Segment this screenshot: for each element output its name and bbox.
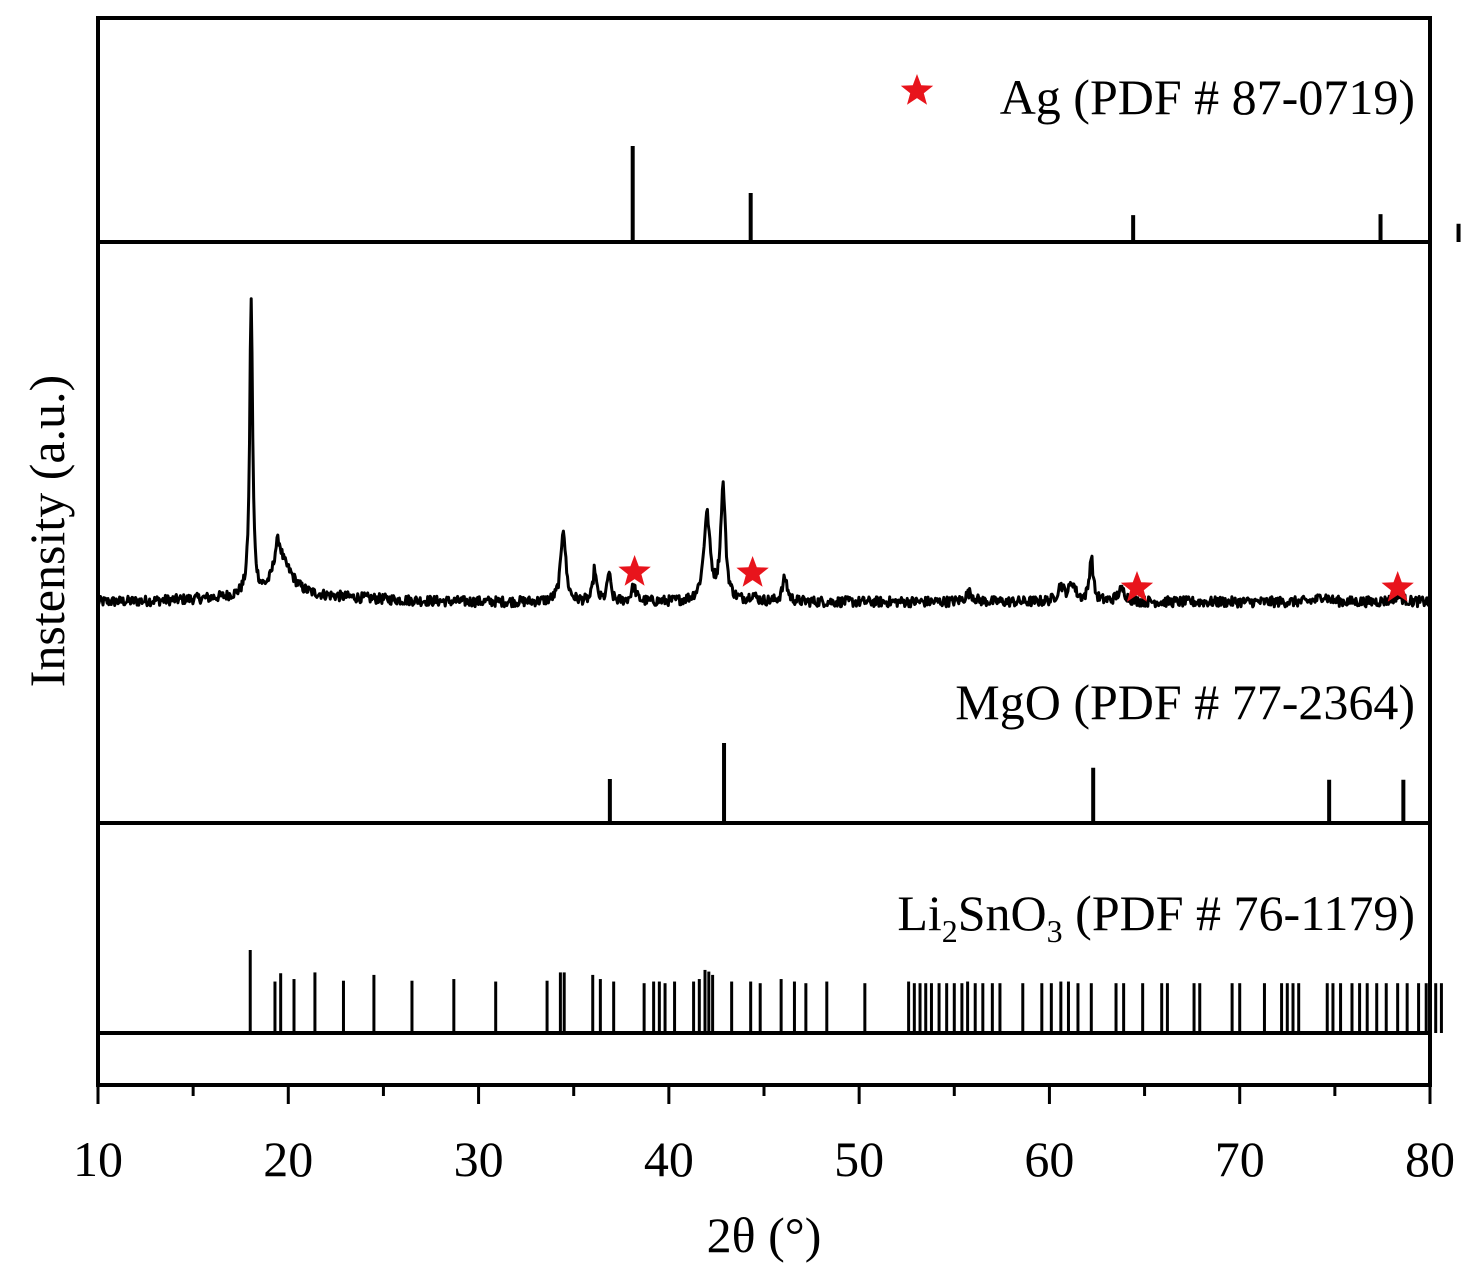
red-star-icon bbox=[1381, 571, 1414, 602]
x-tick-label: 50 bbox=[834, 1131, 884, 1187]
li2sno3-phase-label: Li2SnO3 (PDF # 76-1179) bbox=[897, 885, 1415, 949]
red-star-icon bbox=[618, 555, 651, 586]
red-star-icon bbox=[736, 556, 769, 587]
x-axis-title: 2θ (°) bbox=[707, 1207, 822, 1263]
x-tick-label: 80 bbox=[1405, 1131, 1455, 1187]
mgo-phase-label: MgO (PDF # 77-2364) bbox=[955, 674, 1415, 730]
x-tick-label: 30 bbox=[454, 1131, 504, 1187]
x-tick-label: 10 bbox=[73, 1131, 123, 1187]
li2sno3-label-sub2: 3 bbox=[1047, 913, 1063, 949]
ag-legend: Ag (PDF # 87-0719) bbox=[900, 69, 1415, 125]
x-axis-ticks bbox=[96, 1085, 1432, 1104]
x-tick-label: 60 bbox=[1024, 1131, 1074, 1187]
li2sno3-label-sno: SnO bbox=[958, 885, 1047, 941]
red-star-icon bbox=[1120, 571, 1154, 602]
mgo-reference-sticks bbox=[607, 743, 1406, 823]
x-tick-label: 70 bbox=[1215, 1131, 1265, 1187]
li2sno3-label-li: Li bbox=[897, 885, 941, 941]
x-tick-label: 20 bbox=[263, 1131, 313, 1187]
xrd-pattern-line bbox=[96, 297, 1432, 609]
li2sno3-reference-sticks bbox=[248, 950, 1443, 1033]
x-tick-label: 40 bbox=[644, 1131, 694, 1187]
ag-reference-sticks bbox=[630, 146, 1461, 242]
li2sno3-label-sub1: 2 bbox=[942, 913, 958, 949]
ag-peak-markers bbox=[618, 555, 1414, 602]
y-axis-title: Instensity (a.u.) bbox=[19, 375, 75, 687]
ag-phase-label: Ag (PDF # 87-0719) bbox=[1000, 69, 1415, 125]
li2sno3-label-pdf: (PDF # 76-1179) bbox=[1063, 885, 1415, 941]
x-axis-tick-labels: 10 20 30 40 50 60 70 80 bbox=[73, 1131, 1455, 1187]
red-star-icon bbox=[900, 74, 934, 105]
